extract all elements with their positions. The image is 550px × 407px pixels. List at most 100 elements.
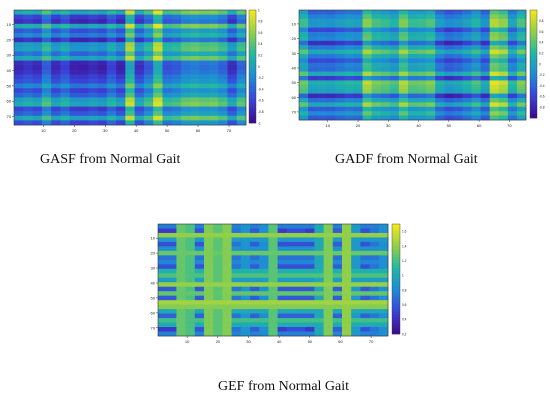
heatmap-cell [32,102,43,107]
heatmap-cell [60,65,70,71]
y-tick-label: 30 [7,53,12,58]
heatmap-cell [134,106,145,112]
heatmap-cell [314,228,324,234]
heatmap-cell [417,84,427,90]
heatmap-cell [268,331,278,337]
heatmap-cell [185,300,196,305]
heatmap-cell [250,232,260,238]
heatmap-cell [369,255,380,261]
heatmap-cell [222,228,232,234]
heatmap-cell [199,83,210,89]
colorbar-segment [530,88,537,92]
heatmap-cell [194,273,205,279]
heatmap-cell [296,264,306,270]
heatmap-cell [286,224,297,229]
heatmap-cell [116,28,126,34]
heatmap-cell [167,228,177,234]
heatmap-cell [259,268,269,274]
heatmap-cell [236,88,247,94]
heatmap-cell [199,88,210,94]
colorbar-segment [249,60,256,64]
heatmap-cell [171,111,182,117]
heatmap-cell [378,318,389,323]
heatmap-cell [106,74,117,80]
heatmap-cell [143,14,154,20]
heatmap-cell [222,268,232,274]
heatmap-cell [317,84,327,90]
heatmap-cell [231,295,242,301]
heatmap-cell [231,277,242,283]
heatmap-cell [231,241,242,247]
heatmap-cell [106,120,117,126]
heatmap-cell [194,241,205,247]
heatmap-cell [240,264,251,270]
heatmap-cell [444,32,454,37]
heatmap-cell [143,88,154,94]
heatmap-cell [305,232,315,238]
heatmap-cell [190,83,200,89]
heatmap-cell [181,10,191,15]
heatmap-cell [480,40,490,46]
heatmap-cell [32,10,43,15]
heatmap-cell [317,106,327,112]
heatmap-cell [106,33,117,38]
heatmap-cell [342,322,352,328]
heatmap-cell [305,228,315,234]
heatmap-cell [299,93,309,99]
heatmap-cell [314,322,324,328]
colorbar-segment [249,111,256,115]
heatmap-cell [60,115,70,121]
heatmap-cell [259,237,269,243]
heatmap-cell [332,277,343,283]
heatmap-cell [153,120,163,126]
heatmap-cell [167,331,177,337]
heatmap-cell [185,268,196,274]
heatmap-cell [218,42,228,48]
heatmap-cell [190,10,200,15]
heatmap-cell [51,65,61,71]
heatmap-cell [236,65,247,71]
heatmap-cell [231,318,242,323]
heatmap-cell [218,28,228,34]
heatmap-cell [277,259,288,265]
heatmap-cell [362,111,372,116]
heatmap-cell [231,268,242,274]
heatmap-cell [222,295,232,301]
heatmap-cell [78,65,89,71]
heatmap-cell [69,23,80,29]
x-tick-label: 20 [216,339,221,344]
heatmap-cell [41,42,52,48]
heatmap-cell [305,327,315,332]
heatmap-cell [342,300,352,305]
heatmap-cell [231,232,242,238]
y-tick-label: 40 [292,65,297,70]
heatmap-cell [305,304,315,310]
heatmap-cell [407,23,418,28]
heatmap-cell [323,313,334,319]
heatmap-cell [498,58,509,64]
heatmap-cell [185,286,196,292]
heatmap-cell [222,322,232,328]
colorbar-segment [530,23,537,27]
heatmap-cell [398,58,409,64]
heatmap-cell [218,88,228,94]
heatmap-cell [480,32,490,37]
heatmap-cell [507,84,518,90]
heatmap-cell [299,36,309,42]
heatmap-cell [335,54,345,59]
heatmap-cell [134,56,145,61]
heatmap-cell [60,46,70,52]
heatmap-cell [353,58,363,64]
heatmap-cell [134,42,145,48]
colorbar-segment [530,28,537,32]
heatmap-cell [153,19,163,25]
heatmap-cell [14,69,24,75]
heatmap-cell [41,10,52,15]
heatmap-cell [158,291,168,296]
heatmap-cell [360,246,370,252]
heatmap-cell [41,28,52,34]
heatmap-cell [480,76,490,81]
heatmap-cell [299,45,309,50]
heatmap-cell [14,56,24,61]
heatmap-cell [41,33,52,38]
